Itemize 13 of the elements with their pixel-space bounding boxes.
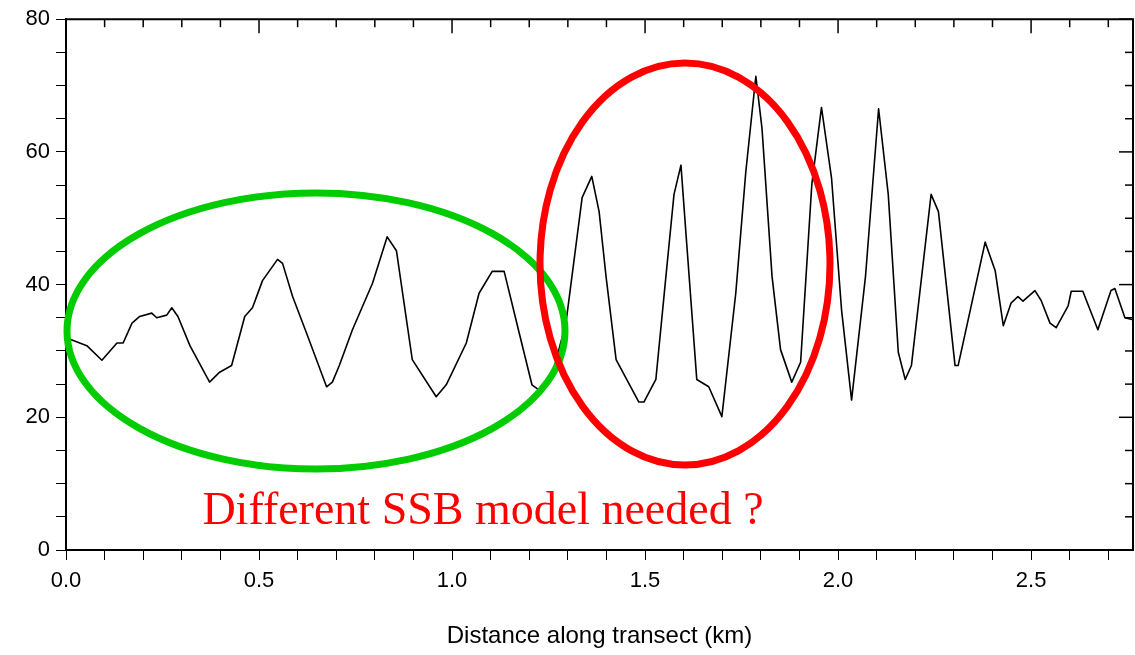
annotation: Different SSB model needed ? (202, 483, 764, 534)
y-tick-label: 60 (25, 137, 50, 163)
x-tick-label: 0.0 (50, 567, 82, 593)
x-tick-label: 1.0 (436, 567, 468, 593)
y-tick-label: 20 (25, 403, 50, 429)
x-tick-label: 2.0 (822, 567, 854, 593)
x-tick-label: 0.5 (243, 567, 275, 593)
y-tick-label: 80 (25, 5, 50, 31)
y-tick-label: 40 (25, 270, 50, 296)
x-tick-label: 2.5 (1015, 567, 1047, 593)
x-axis-title: Distance along transect (km) (446, 621, 753, 649)
y-tick-label: 0 (37, 536, 50, 562)
x-tick-label: 1.5 (629, 567, 661, 593)
